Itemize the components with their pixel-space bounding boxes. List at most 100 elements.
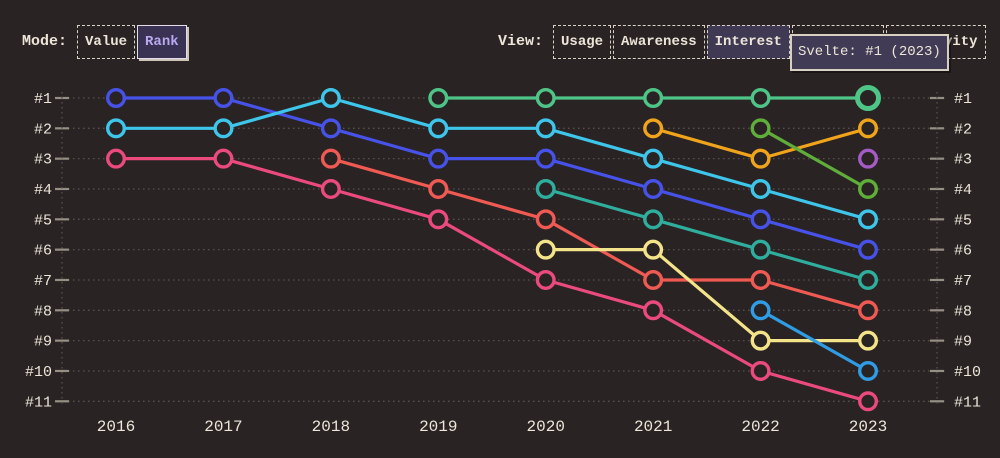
x-tick-label-2021: 2021: [634, 418, 672, 436]
point-lime-2023[interactable]: [858, 178, 879, 199]
rank-label-left-3: #3: [34, 152, 52, 169]
point-pink-2019[interactable]: [428, 209, 449, 230]
point-pink-2018[interactable]: [320, 178, 341, 199]
rank-label-right-5: #5: [954, 212, 972, 229]
point-coral-2020[interactable]: [535, 209, 556, 230]
point-teal-2020[interactable]: [535, 178, 556, 199]
point-cyan-2022[interactable]: [750, 178, 771, 199]
point-yellow-2022[interactable]: [750, 330, 771, 351]
point-blue-2023[interactable]: [858, 239, 879, 260]
line-coral: [330, 157, 869, 312]
rank-label-left-5: #5: [34, 212, 52, 229]
x-tick-label-2016: 2016: [97, 418, 135, 436]
rank-label-left-8: #8: [34, 303, 52, 320]
rank-label-right-11: #11: [954, 394, 981, 411]
point-cyan-2017[interactable]: [213, 118, 234, 139]
mode-buttons: Value Rank: [77, 25, 187, 59]
point-amber-2023[interactable]: [858, 118, 879, 139]
line-lime: [759, 126, 869, 191]
point-yellow-2021[interactable]: [643, 239, 664, 260]
point-amber-2022[interactable]: [750, 148, 771, 169]
line-teal: [545, 187, 869, 282]
mode-label: Mode:: [22, 33, 68, 50]
rank-label-right-7: #7: [954, 273, 972, 290]
point-yellow-2023[interactable]: [858, 330, 879, 351]
point-blue-2020[interactable]: [535, 148, 556, 169]
point-blue-2016[interactable]: [105, 87, 126, 108]
rank-label-left-4: #4: [34, 182, 52, 199]
point-blue-2017[interactable]: [213, 87, 234, 108]
point-cyan-2023[interactable]: [858, 209, 879, 230]
point-purple-2023[interactable]: [858, 148, 879, 169]
point-pink-2023[interactable]: [858, 391, 879, 412]
point-cyan-2019[interactable]: [428, 118, 449, 139]
point-sky-2023[interactable]: [858, 360, 879, 381]
point-blue-2022[interactable]: [750, 209, 771, 230]
point-coral-2022[interactable]: [750, 269, 771, 290]
rank-label-left-11: #11: [25, 394, 52, 411]
view-label: View:: [498, 33, 544, 50]
point-cyan-2018[interactable]: [320, 87, 341, 108]
tooltip: Svelte: #1 (2023): [790, 34, 949, 71]
rank-label-left-2: #2: [34, 121, 52, 138]
point-blue-2019[interactable]: [428, 148, 449, 169]
point-pink-2022[interactable]: [750, 360, 771, 381]
point-sky-2022[interactable]: [750, 300, 771, 321]
x-tick-label-2019: 2019: [419, 418, 457, 436]
point-cyan-2020[interactable]: [535, 118, 556, 139]
point-teal-2021[interactable]: [643, 209, 664, 230]
point-yellow-2020[interactable]: [535, 239, 556, 260]
point-pink-2021[interactable]: [643, 300, 664, 321]
x-tick-label-2018: 2018: [312, 418, 350, 436]
x-tick-label-2023: 2023: [849, 418, 887, 436]
rank-label-right-6: #6: [954, 243, 972, 260]
rank-label-left-10: #10: [25, 364, 52, 381]
point-green-2021[interactable]: [643, 87, 664, 108]
point-green-2020[interactable]: [535, 87, 556, 108]
point-green-2019[interactable]: [428, 87, 449, 108]
rank-label-left-1: #1: [34, 91, 52, 108]
line-sky: [759, 308, 869, 373]
point-amber-2021[interactable]: [643, 118, 664, 139]
point-blue-2021[interactable]: [643, 178, 664, 199]
rank-label-right-9: #9: [954, 334, 972, 351]
point-green-2022[interactable]: [750, 87, 771, 108]
point-lime-2022[interactable]: [750, 118, 771, 139]
mode-button-rank[interactable]: Rank: [137, 25, 187, 59]
line-pink: [116, 157, 869, 403]
point-pink-2016[interactable]: [105, 148, 126, 169]
point-coral-2023[interactable]: [858, 300, 879, 321]
rank-label-right-10: #10: [954, 364, 981, 381]
view-button-interest[interactable]: Interest: [706, 25, 790, 59]
point-pink-2017[interactable]: [213, 148, 234, 169]
x-tick-label-2020: 2020: [527, 418, 565, 436]
rank-label-right-4: #4: [954, 182, 972, 199]
point-blue-2018[interactable]: [320, 118, 341, 139]
mode-button-value[interactable]: Value: [77, 25, 136, 59]
rank-label-right-8: #8: [954, 303, 972, 320]
rank-label-right-1: #1: [954, 91, 972, 108]
rank-label-left-9: #9: [34, 334, 52, 351]
point-teal-2023[interactable]: [858, 269, 879, 290]
point-coral-2021[interactable]: [643, 269, 664, 290]
rank-label-right-3: #3: [954, 152, 972, 169]
point-coral-2018[interactable]: [320, 148, 341, 169]
x-tick-label-2022: 2022: [741, 418, 779, 436]
rank-label-right-2: #2: [954, 121, 972, 138]
point-coral-2019[interactable]: [428, 178, 449, 199]
point-pink-2020[interactable]: [535, 269, 556, 290]
view-button-awareness[interactable]: Awareness: [613, 25, 705, 59]
point-teal-2022[interactable]: [750, 239, 771, 260]
x-tick-label-2017: 2017: [204, 418, 242, 436]
rank-label-left-6: #6: [34, 243, 52, 260]
tooltip-text: Svelte: #1 (2023): [798, 44, 941, 60]
line-blue: [116, 96, 869, 252]
point-cyan-2021[interactable]: [643, 148, 664, 169]
mode-toggle-group: Mode: Value Rank: [22, 25, 187, 59]
line-cyan: [116, 96, 869, 221]
point-cyan-2016[interactable]: [105, 118, 126, 139]
point-green-2023[interactable]: [855, 85, 882, 111]
rank-label-left-7: #7: [34, 273, 52, 290]
view-button-usage[interactable]: Usage: [553, 25, 612, 59]
